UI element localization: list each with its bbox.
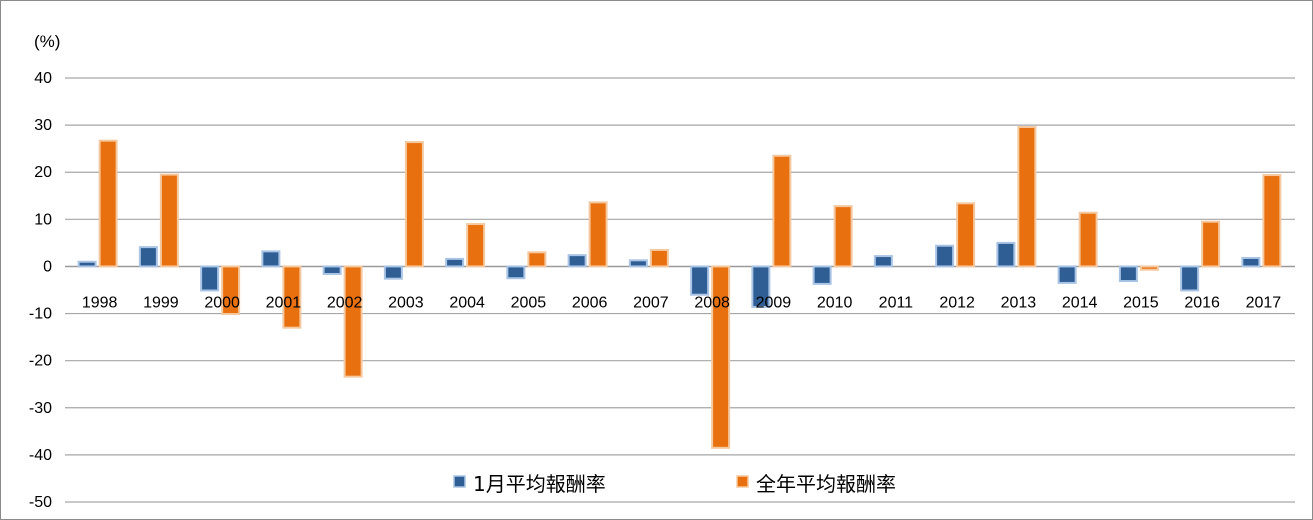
bar-january-2013 [996,241,1016,268]
bar-january-2017 [1241,256,1261,268]
y-tick-label: 20 [34,164,52,181]
bar-annual-2008 [711,265,731,449]
bar-january-2005 [506,265,526,280]
bar-annual-2015 [1139,265,1159,271]
bar-annual-2017 [1262,174,1282,268]
bar-annual-2014 [1078,211,1098,268]
x-tick-label: 2004 [449,294,485,311]
x-tick-label: 1999 [143,294,179,311]
bar-annual-1998 [98,139,118,268]
bar-january-2009 [751,265,771,308]
x-tick-labels: 1998 1999 2000 2001 2002 2003 2004 2005 2006 2007… [82,294,1281,311]
bar-annual-2006 [588,201,608,268]
x-tick-label: 2016 [1184,294,1220,311]
bar-annual-2003 [404,141,424,268]
y-tick-label: 40 [34,70,52,87]
x-tick-label: 2003 [388,294,424,311]
y-tick-label: 30 [34,117,52,134]
legend-swatch-1 [453,475,466,488]
bar-january-2007 [628,259,648,268]
bar-january-2008 [690,265,710,296]
bar-annual-2010 [833,205,853,268]
legend-label-2: 全年平均報酬率 [756,472,896,496]
bar-annual-2004 [466,223,486,268]
bar-annual-2000 [221,265,241,316]
bar-january-2012 [935,244,955,268]
bar-january-2011 [873,255,893,268]
bar-annual-2007 [649,248,669,268]
x-tick-label: 2013 [1001,294,1037,311]
x-tick-label: 2010 [817,294,853,311]
y-tick-label: -30 [29,400,52,417]
y-tick-label: 0 [43,258,52,275]
y-tick-labels: 40 30 20 10 0 -10 -20 -30 -40 -50 [29,70,52,511]
bar-january-2016 [1180,265,1200,292]
bar-january-2001 [261,250,281,268]
y-tick-label: 10 [34,211,52,228]
bar-annual-2002 [343,265,363,378]
bar-annual-2013 [1017,125,1037,268]
bar-january-2004 [445,257,465,268]
x-tick-label: 2012 [939,294,975,311]
x-tick-label: 2006 [572,294,608,311]
bar-january-2006 [567,254,587,268]
y-tick-label: -50 [29,494,52,511]
bar-annual-1999 [159,173,179,268]
y-tick-label: -20 [29,353,52,370]
y-axis-unit-label: (%) [34,32,60,51]
bar-annual-2001 [282,265,302,329]
legend-swatch-2 [736,475,749,488]
bar-january-2002 [322,265,342,275]
bar-january-1999 [138,246,158,268]
x-tick-label: 1998 [82,294,118,311]
bar-annual-2005 [527,251,547,268]
y-tick-label: -40 [29,447,52,464]
bar-january-2015 [1118,265,1138,283]
x-tick-label: 2002 [327,294,363,311]
bar-annual-2009 [772,154,792,268]
x-tick-label: 2001 [266,294,302,311]
x-tick-label: 2008 [694,294,730,311]
x-tick-label: 2009 [756,294,792,311]
legend: 1月平均報酬率 全年平均報酬率 [453,472,896,496]
bar-january-2003 [383,265,403,280]
bar-annual-2016 [1201,220,1221,268]
x-tick-label: 2014 [1062,294,1098,311]
gridlines [65,77,1295,503]
x-tick-label: 2005 [511,294,547,311]
bar-annual-2012 [956,202,976,268]
bar-january-1998 [77,260,97,268]
x-tick-label: 2017 [1246,294,1282,311]
bar-january-2010 [812,265,832,285]
bar-january-2000 [200,265,220,292]
legend-label-1: 1月平均報酬率 [473,472,606,496]
x-tick-label: 2015 [1123,294,1159,311]
bars [77,125,1282,449]
y-tick-label: -10 [29,306,52,323]
bar-january-2014 [1057,265,1077,284]
x-tick-label: 2011 [879,294,914,311]
x-tick-label: 2000 [204,294,240,311]
x-tick-label: 2007 [633,294,669,311]
